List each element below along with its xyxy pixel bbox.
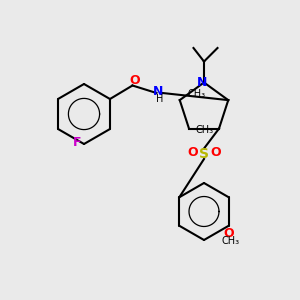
Text: F: F — [73, 136, 81, 149]
Text: CH₃: CH₃ — [195, 125, 213, 135]
Text: O: O — [210, 146, 221, 160]
Text: S: S — [199, 148, 209, 161]
Text: CH₃: CH₃ — [187, 89, 206, 99]
Text: H: H — [156, 94, 164, 104]
Text: N: N — [153, 85, 163, 98]
Text: O: O — [130, 74, 140, 88]
Text: O: O — [224, 227, 234, 240]
Text: CH₃: CH₃ — [221, 236, 239, 246]
Text: O: O — [187, 146, 198, 160]
Text: N: N — [197, 76, 208, 89]
